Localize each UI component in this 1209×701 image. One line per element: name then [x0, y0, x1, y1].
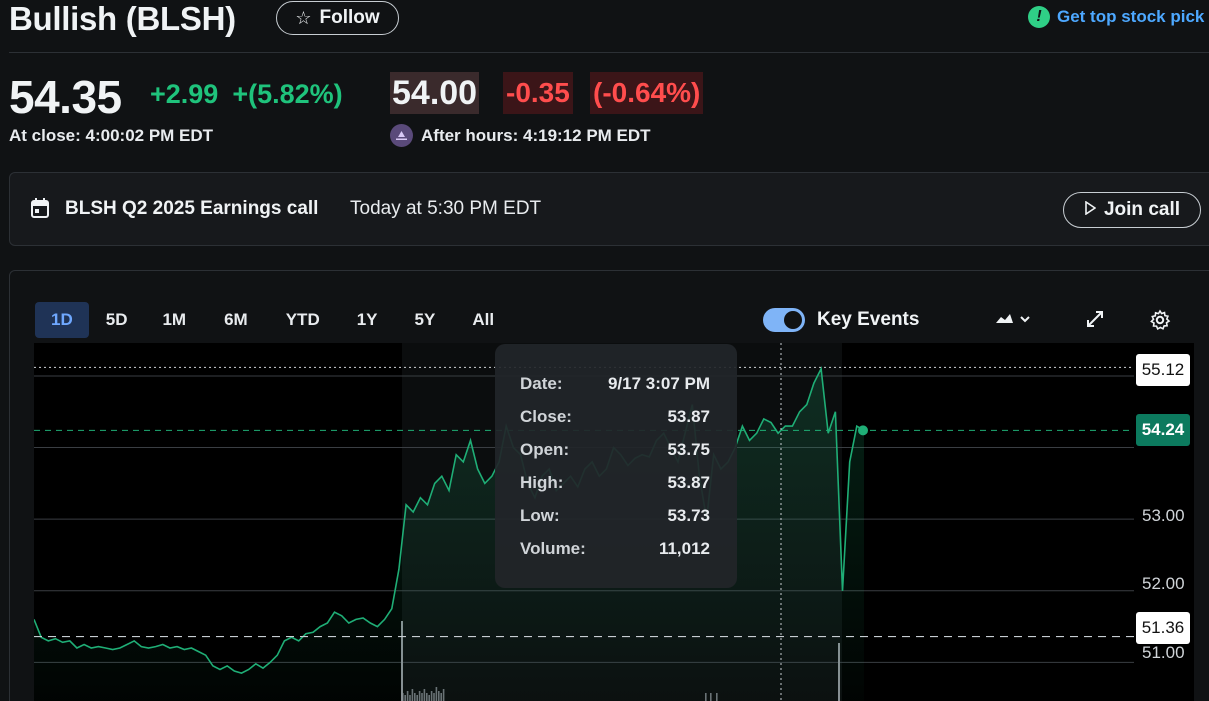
tooltip-close-row: Close: 53.87: [520, 407, 710, 426]
change-percent: +(5.82%): [232, 79, 343, 109]
earnings-time: Today at 5:30 PM EDT: [350, 198, 542, 219]
after-hours-time: After hours: 4:19:12 PM EDT: [421, 125, 651, 145]
current-price-pill: 54.24: [1136, 414, 1190, 446]
range-tab-1d[interactable]: 1D: [35, 302, 89, 338]
range-tab-1m[interactable]: 1M: [162, 310, 187, 329]
after-hours-label: After hours: 4:19:12 PM EDT: [390, 124, 651, 147]
y-tick-label: 52.00: [1142, 574, 1185, 593]
price-change: +2.99 +(5.82%): [150, 79, 343, 110]
expand-icon[interactable]: [1085, 309, 1105, 334]
tooltip-open-row: Open: 53.75: [520, 440, 710, 459]
promo-link[interactable]: ! Get top stock pick: [1028, 6, 1204, 28]
range-tab-ytd[interactable]: YTD: [285, 310, 320, 329]
play-icon: [1084, 199, 1097, 221]
toggle-switch[interactable]: [763, 308, 805, 332]
range-tab-5d[interactable]: 5D: [105, 310, 128, 329]
join-call-button[interactable]: Join call: [1063, 192, 1201, 228]
earnings-banner: BLSH Q2 2025 Earnings call Today at 5:30…: [9, 172, 1209, 246]
range-tab-6m[interactable]: 6M: [224, 310, 248, 329]
settings-gear-icon[interactable]: [1149, 309, 1171, 336]
key-events-label: Key Events: [817, 309, 920, 330]
key-events-toggle[interactable]: Key Events: [763, 308, 919, 332]
page-title: Bullish (BLSH): [9, 0, 236, 37]
change-value: +2.99: [150, 79, 219, 109]
prev-close-pill: 51.36: [1136, 612, 1190, 644]
tooltip-high-row: High: 53.87: [520, 473, 710, 492]
range-tab-1y[interactable]: 1Y: [356, 310, 378, 329]
moon-icon: [390, 124, 413, 147]
current-point: [858, 425, 868, 436]
after-hours-price: 54.00: [390, 72, 480, 114]
y-tick-label: 51.00: [1142, 643, 1185, 662]
after-hours-change: -0.35: [503, 72, 573, 114]
range-selector: 1D 5D 1M 6M YTD 1Y 5Y All: [35, 302, 513, 338]
y-tick-label: 53.00: [1142, 506, 1185, 525]
chart-type-icon[interactable]: [995, 309, 1031, 334]
after-hours-change-percent: (-0.64%): [590, 72, 704, 114]
close-time-label: At close: 4:00:02 PM EDT: [9, 126, 214, 145]
range-tab-all[interactable]: All: [472, 310, 495, 329]
range-tab-5y[interactable]: 5Y: [414, 310, 436, 329]
join-call-label: Join call: [1103, 199, 1181, 220]
tooltip-date-row: Date: 9/17 3:07 PM: [520, 374, 710, 393]
calendar-icon: [30, 197, 50, 224]
star-icon: ☆: [295, 7, 312, 28]
hover-tooltip: Date: 9/17 3:07 PM Close: 53.87 Open: 53.75…: [495, 344, 737, 588]
divider: [9, 52, 1209, 53]
tooltip-low-row: Low: 53.73: [520, 506, 710, 525]
promo-text: Get top stock pick: [1057, 7, 1205, 26]
follow-label: Follow: [319, 7, 380, 28]
high-price-pill: 55.12: [1136, 354, 1190, 386]
price-value: 54.35: [9, 71, 122, 123]
exclamation-icon: !: [1028, 6, 1050, 28]
earnings-title: BLSH Q2 2025 Earnings call: [65, 198, 319, 219]
tooltip-volume-row: Volume: 11,012: [520, 539, 710, 558]
follow-button[interactable]: ☆ Follow: [276, 1, 399, 35]
